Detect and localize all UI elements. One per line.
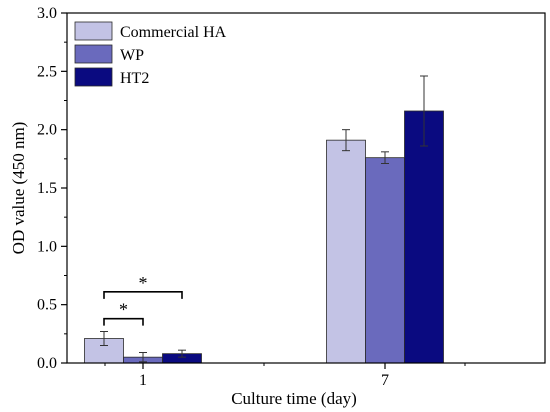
- axis-ticks: 0.0 0.5 1.0 1.5 2.0 2.5 3.0 1 7: [37, 5, 466, 389]
- y-tick-label: 0.5: [37, 297, 57, 314]
- bar: [404, 110, 444, 364]
- y-tick-label: 3.0: [37, 5, 57, 22]
- y-tick-label: 0.0: [37, 355, 57, 372]
- bars-layer: [84, 110, 444, 364]
- significance-bracket: [103, 291, 183, 299]
- significance-star: *: [119, 300, 128, 320]
- significance-star: *: [139, 273, 148, 293]
- error-bars-layer: [100, 75, 428, 363]
- bar: [365, 157, 405, 364]
- significance-bracket: [103, 317, 144, 326]
- legend-label: Commercial HA: [120, 24, 227, 41]
- plot-frame: [66, 12, 546, 364]
- legend-swatch: [74, 67, 113, 87]
- x-tick-label: 1: [139, 372, 147, 389]
- legend-label: HT2: [120, 70, 149, 87]
- bar: [326, 139, 366, 364]
- y-axis-label: OD value (450 nm): [9, 122, 28, 255]
- x-tick-label: 7: [381, 372, 389, 389]
- y-tick-label: 1.0: [37, 238, 57, 255]
- legend: Commercial HA WP HT2: [74, 21, 227, 87]
- legend-label: WP: [120, 47, 144, 64]
- y-tick-label: 2.0: [37, 122, 57, 139]
- legend-swatch: [74, 44, 113, 64]
- significance-annotations: **: [103, 273, 183, 326]
- x-axis-label: Culture time (day): [231, 389, 357, 408]
- legend-swatch: [74, 21, 113, 41]
- y-tick-label: 1.5: [37, 180, 57, 197]
- y-tick-label: 2.5: [37, 63, 57, 80]
